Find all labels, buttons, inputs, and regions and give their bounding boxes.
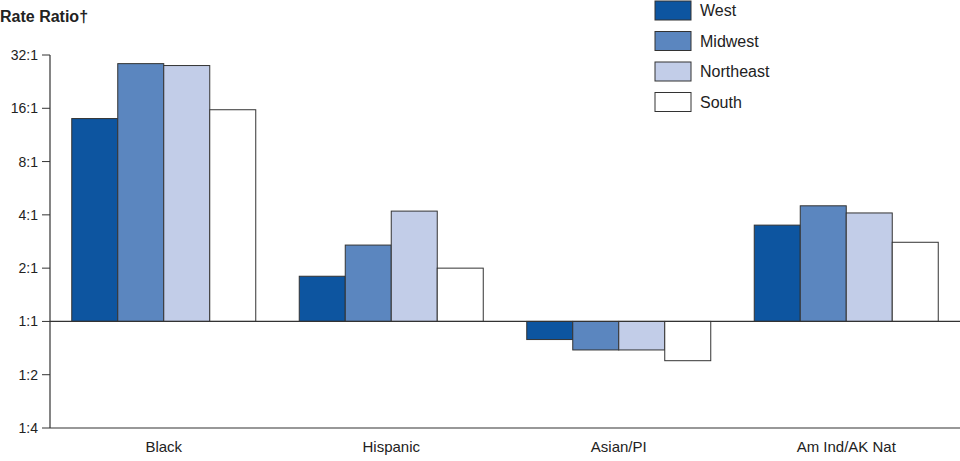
- y-axis-label: Rate Ratio†: [0, 8, 88, 25]
- bar: [754, 225, 800, 321]
- y-tick: [42, 108, 50, 109]
- x-tick-label: Am Ind/AK Nat: [797, 438, 897, 455]
- y-tick: [42, 55, 50, 56]
- bar: [619, 321, 665, 350]
- bar: [210, 110, 256, 322]
- bar: [164, 66, 210, 322]
- bar: [527, 321, 573, 339]
- y-tick: [42, 321, 50, 322]
- legend-swatch: [655, 1, 691, 20]
- legend-swatch: [655, 93, 691, 112]
- legend-label: West: [700, 2, 737, 19]
- bar: [391, 211, 437, 321]
- legend-label: South: [700, 94, 742, 111]
- bar: [345, 245, 391, 321]
- bar: [72, 119, 118, 322]
- y-tick: [42, 374, 50, 375]
- x-axis: [50, 427, 960, 428]
- legend-label: Northeast: [700, 63, 770, 80]
- legend-label: Midwest: [700, 33, 759, 50]
- y-tick-label: 1:4: [19, 420, 39, 436]
- y-tick-label: 32:1: [11, 47, 38, 63]
- y-tick: [42, 161, 50, 162]
- bar: [118, 64, 164, 322]
- x-tick-label: Asian/PI: [591, 438, 647, 455]
- baseline: [50, 321, 960, 322]
- chart: Rate Ratio† 1:4 1:2 1:1 2:1 4:1 8:1 16:1 32:1 Bla…: [0, 0, 960, 461]
- bar: [846, 213, 892, 321]
- y-tick-label: 8:1: [19, 154, 39, 170]
- bar: [665, 321, 711, 360]
- y-tick: [42, 268, 50, 269]
- y-tick-label: 1:2: [19, 367, 39, 383]
- bar: [892, 242, 938, 321]
- bar: [573, 321, 619, 350]
- y-tick: [42, 214, 50, 215]
- y-tick-label: 2:1: [19, 260, 39, 276]
- bar: [299, 276, 345, 321]
- y-axis: [49, 55, 50, 428]
- y-tick-label: 1:1: [19, 313, 39, 329]
- y-tick-label: 16:1: [11, 100, 38, 116]
- bar: [800, 206, 846, 322]
- legend-swatch: [655, 32, 691, 51]
- bar: [437, 268, 483, 321]
- x-tick-label: Black: [145, 438, 182, 455]
- bars: [72, 64, 939, 361]
- y-tick: [42, 428, 50, 429]
- y-tick-label: 4:1: [19, 207, 39, 223]
- x-tick-label: Hispanic: [362, 438, 420, 455]
- legend-swatch: [655, 62, 691, 81]
